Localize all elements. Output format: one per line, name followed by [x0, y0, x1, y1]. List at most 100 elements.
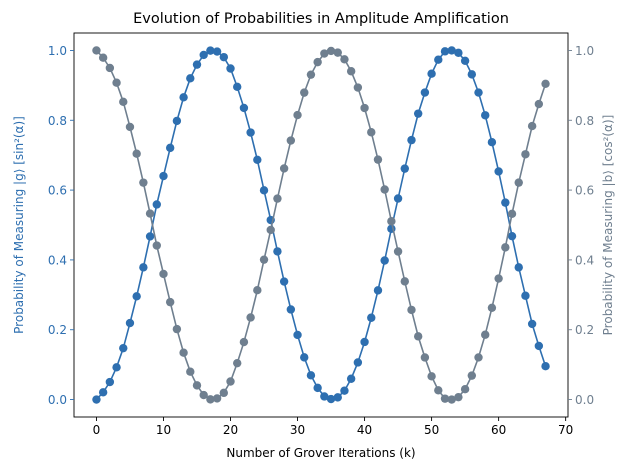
data-point-b: [326, 46, 336, 56]
data-point-b: [300, 88, 309, 97]
data-point-g: [420, 88, 430, 97]
data-point-g: [212, 47, 222, 56]
data-point-g: [165, 143, 175, 153]
right-y-axis-title: Probability of Measuring |b⟩ [cos²(α)]: [601, 115, 615, 336]
data-point-g: [353, 358, 363, 367]
data-point-b: [212, 394, 222, 403]
data-point-b: [266, 225, 275, 235]
data-point-g: [393, 194, 403, 203]
chart-title: Evolution of Probabilities in Amplitude …: [133, 11, 509, 27]
data-point-b: [494, 274, 503, 283]
data-point-b: [393, 247, 403, 256]
data-point-g: [467, 70, 477, 79]
data-point-b: [387, 217, 396, 226]
x-tick-label: 30: [290, 423, 305, 437]
data-point-b: [233, 358, 242, 368]
data-point-b: [165, 297, 175, 307]
data-point-g: [340, 386, 349, 395]
data-point-g: [427, 69, 436, 78]
data-point-g: [293, 330, 302, 340]
data-point-b: [454, 392, 463, 402]
left-y-tick-label: 0.2: [48, 323, 67, 337]
x-tick-label: 10: [156, 423, 171, 437]
data-point-g: [481, 111, 490, 120]
data-point-g: [367, 313, 376, 322]
data-point-g: [447, 46, 456, 55]
data-point-g: [494, 167, 503, 176]
data-point-g: [179, 93, 188, 102]
data-point-g: [92, 395, 101, 404]
data-point-b: [253, 286, 262, 295]
data-point-b: [400, 277, 409, 286]
right-y-tick-label: 0.0: [575, 393, 594, 407]
data-point-b: [521, 150, 530, 159]
data-point-g: [534, 341, 544, 351]
data-point-b: [534, 99, 544, 109]
data-point-g: [313, 383, 322, 393]
data-point-b: [293, 110, 302, 120]
x-tick-label: 50: [424, 423, 439, 437]
data-point-g: [454, 48, 463, 58]
data-point-g: [172, 116, 182, 126]
data-point-b: [139, 178, 148, 187]
data-point-b: [273, 194, 282, 203]
data-point-g: [474, 88, 483, 97]
data-point-b: [353, 83, 363, 92]
data-point-b: [460, 385, 470, 394]
data-point-g: [413, 109, 423, 118]
data-point-b: [239, 337, 249, 347]
data-point-b: [407, 305, 416, 315]
data-point-b: [507, 209, 517, 219]
right-y-tick-label: 0.8: [575, 114, 594, 128]
data-point-b: [152, 241, 161, 250]
data-point-g: [380, 256, 389, 265]
data-point-b: [172, 324, 182, 334]
data-point-b: [246, 313, 255, 322]
data-point-b: [199, 390, 208, 400]
data-point-b: [527, 121, 537, 131]
data-point-b: [286, 136, 296, 145]
data-point-g: [152, 200, 161, 209]
x-tick-label: 0: [93, 423, 101, 437]
data-point-b: [259, 255, 269, 264]
left-y-tick-label: 1.0: [48, 44, 67, 58]
data-point-g: [125, 318, 135, 328]
data-point-g: [501, 198, 510, 207]
left-y-tick-label: 0.6: [48, 184, 67, 198]
plot-frame: [73, 32, 569, 418]
data-point-b: [380, 185, 389, 194]
data-point-b: [373, 155, 383, 164]
data-point-b: [420, 353, 430, 362]
left-y-tick-label: 0.4: [48, 253, 67, 267]
data-point-g: [360, 337, 369, 347]
data-point-g: [521, 291, 530, 300]
left-y-axis-title: Probability of Measuring |g⟩ [sin²(α)]: [12, 116, 26, 334]
data-point-g: [145, 232, 155, 241]
data-point-g: [514, 263, 523, 272]
data-point-b: [413, 332, 423, 341]
right-y-tick-label: 0.2: [575, 323, 594, 337]
data-point-b: [367, 128, 376, 137]
data-point-g: [112, 363, 121, 372]
data-point-b: [440, 394, 450, 403]
data-point-g: [320, 392, 329, 401]
data-point-b: [192, 381, 202, 390]
x-tick-label: 40: [357, 423, 372, 437]
data-point-g: [219, 52, 229, 62]
x-tick-label: 60: [491, 423, 506, 437]
data-point-b: [346, 67, 356, 76]
data-point-g: [132, 292, 141, 301]
left-y-tick-label: 0.8: [48, 114, 67, 128]
data-point-g: [286, 305, 296, 314]
x-axis-title: Number of Grover Iterations (k): [226, 446, 415, 460]
data-point-g: [373, 286, 383, 295]
x-tick-label: 20: [223, 423, 238, 437]
data-point-b: [340, 55, 349, 64]
data-point-g: [440, 47, 450, 56]
data-point-b: [541, 79, 550, 88]
data-point-g: [259, 186, 269, 195]
data-point-g: [186, 74, 195, 83]
data-point-b: [92, 46, 101, 55]
data-point-b: [119, 97, 128, 107]
